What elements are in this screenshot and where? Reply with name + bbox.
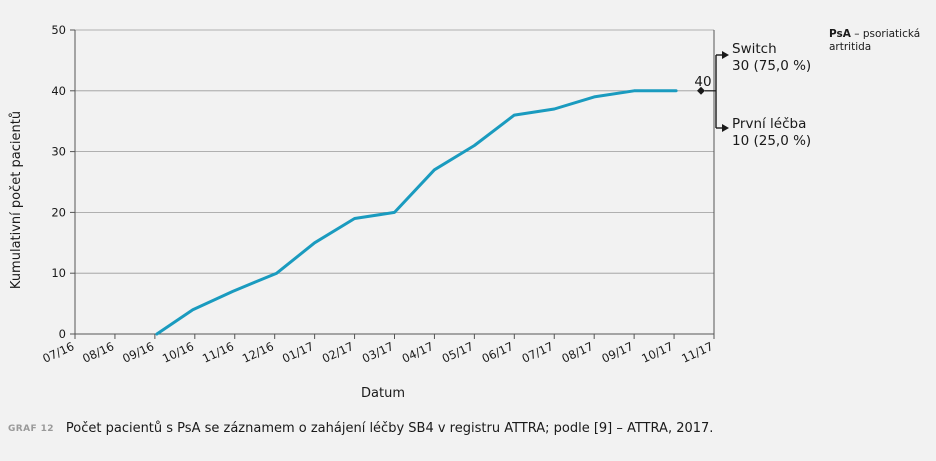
y-axis-title: Kumulativní počet pacientů bbox=[9, 111, 24, 289]
x-tick-label: 08/16 bbox=[80, 339, 116, 366]
end-marker bbox=[697, 86, 705, 95]
x-tick-label: 01/17 bbox=[280, 339, 316, 366]
x-tick-label: 11/17 bbox=[679, 339, 715, 366]
x-tick-labels: 07/16 08/16 09/16 10/16 11/16 12/16 01/17 02/17… bbox=[40, 339, 715, 366]
y-tick-label: 0 bbox=[59, 327, 66, 341]
x-tick-label: 02/17 bbox=[320, 339, 356, 366]
y-tick-label: 30 bbox=[51, 145, 66, 159]
note-abbreviation: PsA bbox=[829, 28, 851, 40]
annotation-value-1: 30 (75,0 %) bbox=[732, 58, 811, 74]
x-tick-label: 07/16 bbox=[40, 339, 76, 366]
note-text: – psoriatická artritida bbox=[829, 28, 921, 53]
x-tick-label: 11/16 bbox=[200, 339, 236, 366]
arrow-first-head bbox=[722, 124, 729, 132]
x-tick-label: 10/17 bbox=[639, 339, 675, 366]
data-series bbox=[155, 89, 678, 336]
annotation-value-2: 10 (25,0 %) bbox=[732, 133, 811, 149]
x-tick-label: 07/17 bbox=[520, 339, 556, 366]
annotation-title-2: První léčba bbox=[732, 116, 806, 132]
x-tick-label: 03/17 bbox=[360, 339, 396, 366]
x-axis-title: Datum bbox=[361, 386, 405, 401]
y-tick-label: 40 bbox=[51, 84, 66, 98]
x-tick-label: 09/16 bbox=[120, 339, 156, 366]
y-tick-label: 50 bbox=[51, 23, 66, 37]
annotation-title-1: Switch bbox=[732, 41, 777, 57]
axes bbox=[70, 29, 715, 339]
caption-text: Počet pacientů s PsA se záznamem o zaháj… bbox=[65, 421, 714, 436]
x-tick-label: 06/17 bbox=[480, 339, 516, 366]
x-tick-label: 09/17 bbox=[599, 339, 635, 366]
x-tick-label: 12/16 bbox=[240, 339, 276, 366]
series-line-1 bbox=[155, 89, 678, 336]
figure-caption: GRAF 12 Počet pacientů s PsA se záznamem … bbox=[8, 421, 713, 436]
arrow-switch-head bbox=[722, 51, 729, 59]
x-tick-label: 05/17 bbox=[440, 339, 476, 366]
x-tick-label: 04/17 bbox=[400, 339, 436, 366]
end-value-label: 40 bbox=[694, 74, 711, 90]
y-tick-label: 20 bbox=[51, 205, 66, 219]
abbreviation-note: PsA – psoriatická artritida bbox=[829, 28, 929, 54]
y-tick-label: 10 bbox=[51, 266, 66, 280]
gridlines bbox=[75, 29, 714, 335]
x-tick-label: 08/17 bbox=[559, 339, 595, 366]
x-tick-label: 10/16 bbox=[160, 339, 196, 366]
caption-label: GRAF 12 bbox=[8, 424, 54, 434]
y-tick-labels: 0 10 20 30 40 50 bbox=[51, 23, 66, 341]
